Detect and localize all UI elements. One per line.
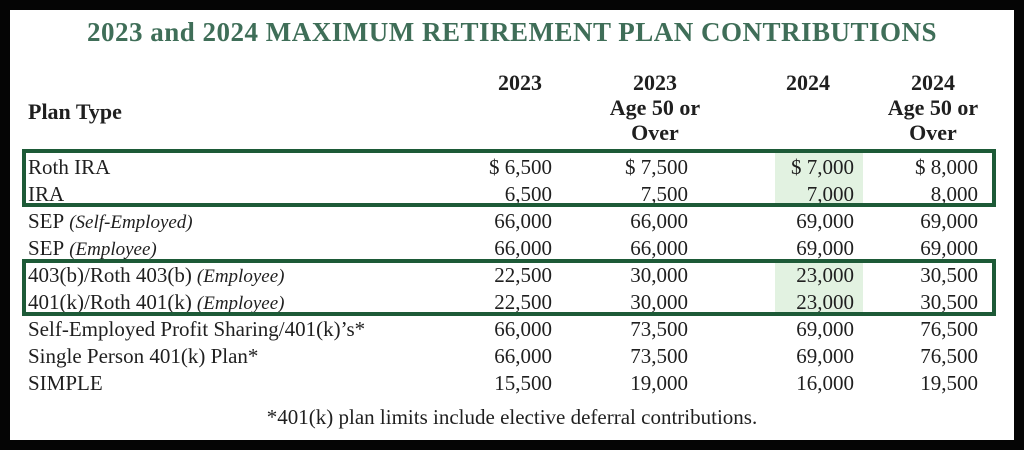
value-2023-age50: 7,500 [640,182,688,206]
value-2023-age50: 19,000 [630,371,688,395]
plan-label: SEP (Self-Employed) [22,208,440,235]
value-2023: 66,000 [494,317,552,341]
plan-name: IRA [28,182,65,206]
plan-name: SIMPLE [28,371,103,395]
highlight-2024-ira-cells [775,153,863,203]
plan-note: (Employee) [69,239,157,260]
value-2024: 69,000 [796,317,854,341]
page-title: 2023 and 2024 MAXIMUM RETIREMENT PLAN CO… [86,17,938,47]
value-2023: 15,500 [494,371,552,395]
column-header-line: 2023 [498,70,542,95]
value-2024: 69,000 [796,209,854,233]
plan-name: Roth IRA [28,155,111,179]
column-header-line: 2024 [911,70,955,95]
table-row: Roth IRA $ 6,500 $ 7,500 $ 7,000 $ 8,000 [22,154,996,181]
plan-name: SEP [28,236,65,260]
value-2024: 23,000 [796,290,854,314]
column-header-2023: 2023 [455,70,585,95]
plan-label: 403(b)/Roth 403(b) (Employee) [22,262,440,289]
plan-label: SEP (Employee) [22,235,440,262]
table-row: Single Person 401(k) Plan* 66,000 73,500… [22,343,996,370]
plan-note: (Employee) [196,293,285,314]
value-2023: 6,500 [504,182,552,206]
value-2024-age50: 76,500 [920,317,978,341]
footnote: *401(k) plan limits include elective def… [266,405,758,429]
value-2024-age50: 30,500 [920,290,978,314]
value-2023: 22,500 [494,263,552,287]
value-2023-age50: 30,000 [630,263,688,287]
value-2024: 69,000 [796,236,854,260]
value-2023-age50: $ 7,500 [625,155,688,179]
plan-name: Self-Employed Profit Sharing/401(k)’s* [28,317,366,341]
column-header-line: 2024 [786,70,830,95]
value-2024-age50: 69,000 [920,209,978,233]
value-2024-age50: $ 8,000 [915,155,978,179]
plan-label: SIMPLE [22,370,440,397]
table-row: IRA 6,500 7,500 7,000 8,000 [22,181,996,208]
column-header-2024-age50: 2024 Age 50 or Over [868,70,998,145]
plan-name: Single Person 401(k) Plan* [28,344,259,368]
plan-note: (Self-Employed) [69,212,193,233]
table-body: Roth IRA $ 6,500 $ 7,500 $ 7,000 $ 8,000… [22,154,996,397]
table-row: SEP (Employee) 66,000 66,000 69,000 69,00… [22,235,996,262]
value-2024-age50: 19,500 [920,371,978,395]
value-2023-age50: 66,000 [630,209,688,233]
value-2023: $ 6,500 [489,155,552,179]
value-2024-age50: 30,500 [920,263,978,287]
value-2024: $ 7,000 [791,155,854,179]
table-row: SIMPLE 15,500 19,000 16,000 19,500 [22,370,996,397]
value-2023-age50: 73,500 [630,344,688,368]
table-row: Self-Employed Profit Sharing/401(k)’s* 6… [22,316,996,343]
plan-note: (Employee) [196,266,285,287]
plan-label: Roth IRA [22,154,440,181]
column-header-2023-age50: 2023 Age 50 or Over [590,70,720,145]
plan-type-column-header: Plan Type [28,99,122,124]
value-2023-age50: 66,000 [630,236,688,260]
plan-label: IRA [22,181,440,208]
value-2023-age50: 30,000 [630,290,688,314]
column-header-line: 2023 [633,70,677,95]
value-2024-age50: 8,000 [930,182,978,206]
plan-label: Single Person 401(k) Plan* [22,343,440,370]
column-header-line: Over [631,120,679,145]
plan-name: 401(k)/Roth 401(k) [28,290,192,314]
value-2024-age50: 76,500 [920,344,978,368]
value-2024: 16,000 [796,371,854,395]
value-2024: 7,000 [806,182,854,206]
table-row: 403(b)/Roth 403(b) (Employee) 22,500 30,0… [22,262,996,289]
value-2023: 66,000 [494,344,552,368]
plan-label: 401(k)/Roth 401(k) (Employee) [22,289,440,316]
value-2024-age50: 69,000 [920,236,978,260]
plan-label: Self-Employed Profit Sharing/401(k)’s* [22,316,440,343]
table-row: 401(k)/Roth 401(k) (Employee) 22,500 30,0… [22,289,996,316]
column-header-2024: 2024 [743,70,873,95]
column-header-line: Over [909,120,957,145]
value-2023: 22,500 [494,290,552,314]
value-2023: 66,000 [494,236,552,260]
column-header-line: Age 50 or [887,95,979,120]
value-2024: 69,000 [796,344,854,368]
highlight-2024-401k-cells [775,263,863,312]
column-header-line: Age 50 or [609,95,701,120]
value-2023: 66,000 [494,209,552,233]
plan-name: 403(b)/Roth 403(b) [28,263,192,287]
table-row: SEP (Self-Employed) 66,000 66,000 69,000 … [22,208,996,235]
value-2024: 23,000 [796,263,854,287]
plan-name: SEP [28,209,65,233]
value-2023-age50: 73,500 [630,317,688,341]
